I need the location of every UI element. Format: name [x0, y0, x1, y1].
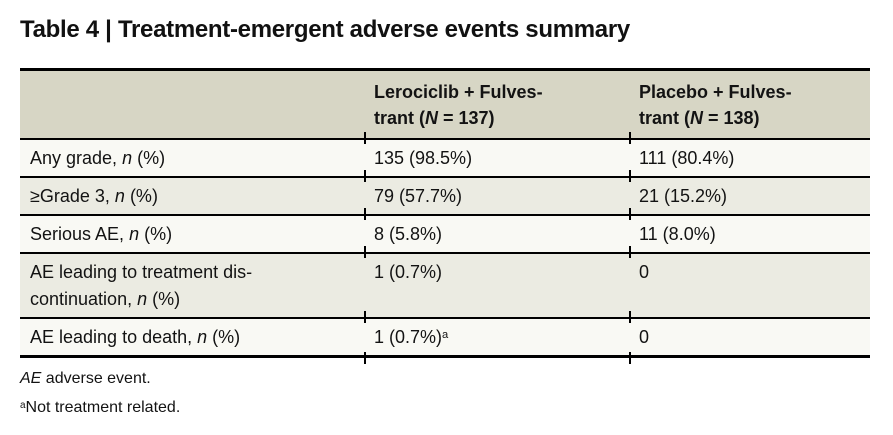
row-label: AE leading to death, n (%): [30, 327, 241, 347]
table-footnotes: AE adverse event. aNot treatment related…: [20, 368, 873, 419]
abbreviation-note: AE adverse event.: [20, 370, 151, 387]
value-cell-placebo: 11 (8.0%): [629, 208, 870, 252]
value-cell-lerociclib: 135 (98.5%): [364, 132, 630, 176]
value-cell-placebo: 0: [629, 311, 870, 364]
adverse-events-table: Lerociclib + Fulves-trant (N = 137) Plac…: [20, 68, 870, 364]
table-row-serious-ae: Serious AE, n (%) 8 (5.8%) 11 (8.0%): [20, 208, 870, 252]
value-cell-lerociclib: 79 (57.7%): [364, 170, 630, 214]
value-cell-lerociclib: 8 (5.8%): [364, 208, 630, 252]
row-label: ≥Grade 3, n (%): [30, 186, 158, 206]
table-row-ae-death: AE leading to death, n (%) 1 (0.7%)a 0: [20, 311, 870, 364]
table-row-ae-discontinuation: AE leading to treatment dis-continuation…: [20, 246, 870, 317]
header-cell-lerociclib-fulvestrant: Lerociclib + Fulves-trant (N = 137): [374, 82, 543, 128]
row-label: Serious AE, n (%): [30, 224, 173, 244]
value-cell-lerociclib: 1 (0.7%)a: [364, 311, 630, 364]
row-label: Any grade, n (%): [30, 148, 166, 168]
table-row-any-grade: Any grade, n (%) 135 (98.5%) 111 (80.4%): [20, 132, 870, 176]
value-cell-placebo: 0: [629, 246, 870, 317]
table-header-row: Lerociclib + Fulves-trant (N = 137) Plac…: [20, 71, 870, 138]
header-cell-placebo-fulvestrant: Placebo + Fulves-trant (N = 138): [639, 82, 792, 128]
footnote-a: aNot treatment related.: [20, 399, 181, 416]
header-cell-empty: [20, 71, 365, 138]
row-label: AE leading to treatment dis-continuation…: [30, 262, 253, 309]
value-cell-placebo: 111 (80.4%): [629, 132, 870, 176]
value-cell-lerociclib: 1 (0.7%): [364, 246, 630, 317]
value-cell-placebo: 21 (15.2%): [629, 170, 870, 214]
table-title: Table 4 | Treatment-emergent adverse eve…: [20, 16, 630, 43]
table-row-grade3: ≥Grade 3, n (%) 79 (57.7%) 21 (15.2%): [20, 170, 870, 214]
